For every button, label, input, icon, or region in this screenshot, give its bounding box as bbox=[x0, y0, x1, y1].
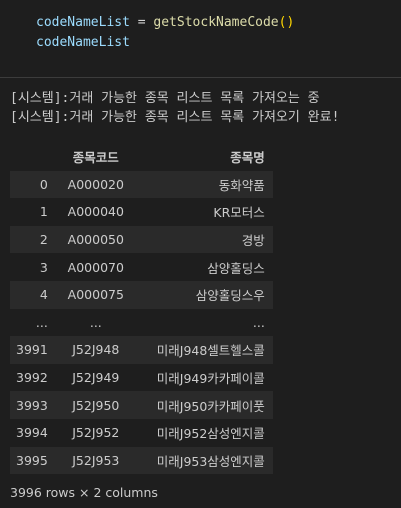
table-row: 3991 J52J948 미래J948셀트헬스콜 bbox=[10, 336, 273, 364]
cell-code: J52J953 bbox=[55, 446, 138, 475]
cell-code: J52J948 bbox=[55, 336, 138, 364]
column-header-code: 종목코드 bbox=[55, 143, 138, 171]
row-index: 1 bbox=[10, 198, 56, 226]
code-variable: codeNameList bbox=[36, 15, 130, 30]
cell-name: 삼양홀딩스우 bbox=[137, 280, 273, 309]
row-index: 3995 bbox=[10, 446, 56, 475]
table-body: 0 A000020 동화약품 1 A000040 KR모터스 2 A000050 경방 3 A000… bbox=[10, 170, 273, 475]
table-row: ......... bbox=[10, 308, 273, 337]
cell-code: J52J952 bbox=[55, 418, 138, 447]
cell-name: 동화약품 bbox=[137, 170, 273, 199]
cell-code: J52J950 bbox=[55, 391, 138, 419]
table-row: 3995 J52J953 미래J953삼성엔지콜 bbox=[10, 446, 273, 475]
row-index: 0 bbox=[10, 170, 56, 199]
cell-code: ... bbox=[55, 308, 138, 337]
table-row: 3 A000070 삼양홀딩스 bbox=[10, 253, 273, 281]
dataframe-shape: 3996 rows × 2 columns bbox=[10, 485, 158, 500]
code-function: getStockNameCode bbox=[153, 15, 279, 30]
cell-name: 미래J948셀트헬스콜 bbox=[137, 336, 273, 364]
code-parens: () bbox=[278, 15, 295, 30]
row-index: 4 bbox=[10, 280, 56, 309]
stdout-line-2: [시스템]:거래 가능한 종목 리스트 목록 가져오기 완료! bbox=[10, 110, 340, 125]
row-index: 3992 bbox=[10, 363, 56, 392]
table-header-row: 종목코드 종목명 bbox=[10, 143, 273, 171]
stdout-line-1: [시스템]:거래 가능한 종목 리스트 목록 가져오는 중 bbox=[10, 91, 320, 106]
index-header bbox=[10, 143, 56, 171]
code-variable: codeNameList bbox=[36, 35, 130, 50]
cell-code: J52J949 bbox=[55, 363, 138, 392]
row-index: 3994 bbox=[10, 418, 56, 447]
table-row: 3993 J52J950 미래J950카카페이풋 bbox=[10, 391, 273, 419]
dataframe-table: 종목코드 종목명 0 A000020 동화약품 1 A000040 KR모터스 2 A0000… bbox=[10, 143, 273, 475]
cell-code: A000020 bbox=[55, 170, 138, 199]
cell-code: A000070 bbox=[55, 253, 138, 281]
cell-name: ... bbox=[137, 308, 273, 337]
table-row: 0 A000020 동화약품 bbox=[10, 170, 273, 199]
code-line-1: codeNameList = getStockNameCode() bbox=[36, 14, 294, 32]
cell-code: A000050 bbox=[55, 225, 138, 254]
cell-name: 삼양홀딩스 bbox=[137, 253, 273, 281]
cell-name: 미래J950카카페이풋 bbox=[137, 391, 273, 419]
row-index: 3991 bbox=[10, 336, 56, 364]
row-index: ... bbox=[10, 308, 56, 337]
row-index: 2 bbox=[10, 225, 56, 254]
cell-name: KR모터스 bbox=[137, 198, 273, 226]
table-row: 3994 J52J952 미래J952삼성엔지콜 bbox=[10, 418, 273, 447]
table-row: 1 A000040 KR모터스 bbox=[10, 198, 273, 226]
cell-code: A000075 bbox=[55, 280, 138, 309]
table-row: 3992 J52J949 미래J949카카페이콜 bbox=[10, 363, 273, 392]
code-operator: = bbox=[129, 15, 154, 30]
table-row: 2 A000050 경방 bbox=[10, 225, 273, 254]
column-header-name: 종목명 bbox=[137, 143, 273, 171]
cell-name: 미래J949카카페이콜 bbox=[137, 363, 273, 392]
code-cell[interactable]: codeNameList = getStockNameCode() codeNa… bbox=[0, 0, 401, 78]
cell-name: 경방 bbox=[137, 225, 273, 254]
code-line-2: codeNameList bbox=[36, 34, 130, 52]
row-index: 3993 bbox=[10, 391, 56, 419]
cell-code: A000040 bbox=[55, 198, 138, 226]
cell-name: 미래J952삼성엔지콜 bbox=[137, 418, 273, 447]
table-row: 4 A000075 삼양홀딩스우 bbox=[10, 280, 273, 309]
cell-name: 미래J953삼성엔지콜 bbox=[137, 446, 273, 475]
row-index: 3 bbox=[10, 253, 56, 281]
